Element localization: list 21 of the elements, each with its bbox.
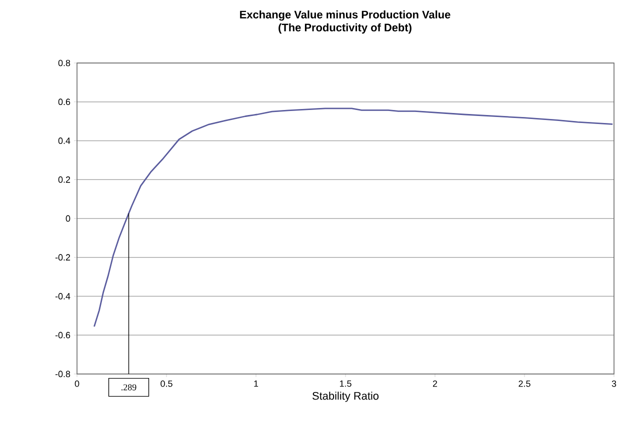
y-tick-label: 0.2 — [58, 176, 70, 183]
y-tick-label: 0 — [66, 215, 70, 222]
line-series — [93, 108, 614, 328]
x-axis-title: Stability Ratio — [312, 392, 379, 402]
y-tick-label: -0.6 — [55, 332, 70, 338]
chart-title: Exchange Value minus Production Value — [240, 10, 450, 21]
y-tick-label: -0.8 — [55, 370, 70, 378]
x-tick-label: 1 — [254, 380, 258, 387]
x-tick-label: 3 — [612, 380, 616, 387]
y-tick-label: 0.8 — [58, 60, 70, 66]
ref-line-label: .289 — [121, 384, 136, 390]
x-tick-label: 0.5 — [160, 380, 172, 387]
x-tick-label: 2 — [432, 380, 438, 387]
x-tick-label: 1.5 — [340, 380, 352, 387]
x-tick-label: 2.5 — [518, 380, 530, 387]
y-tick-label: -0.2 — [55, 254, 70, 261]
y-tick-label: 0.4 — [58, 138, 70, 144]
y-tick-label: -0.4 — [55, 293, 70, 300]
x-tick-label: 0 — [74, 380, 80, 387]
y-tick-label: 0.6 — [58, 98, 70, 106]
chart-subtitle: (The Productivity of Debt) — [278, 23, 412, 34]
